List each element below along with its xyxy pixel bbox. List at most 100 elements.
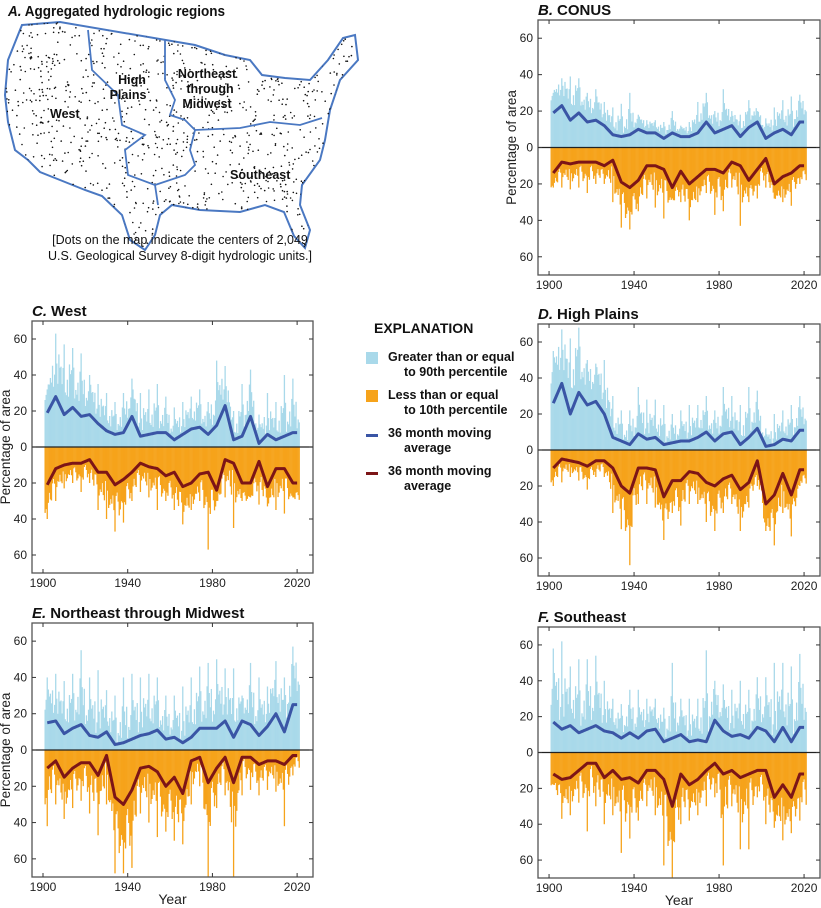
- lower-moving-average-line: [46, 753, 298, 806]
- upper-moving-average-line: [552, 718, 805, 744]
- panel-title-text: West: [51, 303, 87, 320]
- x-tick-label: 1900: [536, 579, 563, 593]
- x-tick-label: 2020: [791, 579, 818, 593]
- x-axis-label: Year: [665, 892, 694, 908]
- panel-letter: E.: [32, 605, 46, 622]
- chart-panel-e: E. Northeast through Midwest: [31, 605, 314, 878]
- panel-title-text: Southeast: [554, 609, 627, 626]
- legend-item-upper-bars: Greater than or equal to 90th percentile: [366, 350, 526, 380]
- region-label: through: [186, 82, 233, 96]
- y-axis-label: Percentage of area: [0, 692, 13, 807]
- region-label: High: [118, 73, 146, 87]
- orange-swatch-icon: [366, 390, 378, 402]
- y-tick-label: 20: [520, 710, 534, 724]
- region-label: Midwest: [182, 97, 232, 111]
- x-tick-label: 1900: [30, 880, 57, 894]
- upper-moving-average-line: [551, 381, 805, 448]
- panel-title-text: CONUS: [557, 2, 611, 19]
- legend-label: to 90th percentile: [404, 365, 508, 379]
- explanation-legend: EXPLANATION Greater than or equal to 90t…: [366, 320, 526, 502]
- region-label: Southeast: [230, 168, 291, 182]
- x-tick-label: 1980: [706, 278, 733, 292]
- y-tick-label: 60: [520, 853, 534, 867]
- x-tick-label: 1940: [621, 881, 648, 895]
- lower-bars: [550, 147, 807, 230]
- x-axis-label: Year: [158, 891, 187, 907]
- y-tick-label: 20: [14, 707, 28, 721]
- lower-bars: [550, 450, 807, 566]
- legend-item-lower-bars: Less than or equal to 10th percentile: [366, 388, 526, 418]
- blue-line-icon: [366, 434, 378, 437]
- x-tick-label: 1900: [536, 278, 563, 292]
- chart-panel-b: B. CONUS: [537, 2, 821, 276]
- lower-moving-average-line: [552, 457, 805, 506]
- x-tick-label: 2020: [284, 880, 311, 894]
- y-tick-label: 40: [520, 68, 534, 82]
- x-tick-label: 1980: [199, 576, 226, 590]
- x-tick-label: 1940: [114, 880, 141, 894]
- y-tick-label: 0: [20, 743, 27, 757]
- y-tick-label: 60: [520, 551, 534, 565]
- x-tick-label: 1900: [30, 576, 57, 590]
- upper-bars: [550, 641, 807, 753]
- light-blue-swatch-icon: [366, 352, 378, 364]
- legend-item-lower-ma: 36 month moving average: [366, 464, 526, 494]
- region-label: Northeast: [178, 67, 237, 81]
- y-tick-label: 20: [14, 476, 28, 490]
- region-boundary: [164, 40, 196, 131]
- y-tick-label: 0: [526, 141, 533, 155]
- legend-label: average: [404, 479, 452, 493]
- lower-moving-average-line: [552, 761, 805, 808]
- legend-label: Greater than or equal: [388, 350, 515, 364]
- panel-letter: C.: [32, 303, 47, 320]
- panel-a-title-text: Aggregated hydrologic regions: [24, 3, 226, 20]
- chart-panel-d: D. High Plains: [537, 306, 821, 577]
- x-tick-label: 1940: [114, 576, 141, 590]
- y-tick-label: 40: [520, 817, 534, 831]
- upper-bars: [550, 327, 807, 450]
- y-tick-label: 40: [14, 670, 28, 684]
- upper-bars: [44, 333, 300, 447]
- y-tick-label: 20: [520, 407, 534, 421]
- x-tick-label: 1900: [536, 881, 563, 895]
- y-tick-label: 60: [520, 335, 534, 349]
- caption-line-2: U.S. Geological Survey 8-digit hydrologi…: [47, 249, 312, 263]
- region-boundary: [87, 29, 159, 206]
- y-tick-label: 0: [526, 443, 533, 457]
- panel-a-letter: A.: [8, 3, 22, 20]
- y-axis-label: Percentage of area: [504, 90, 519, 205]
- panel-letter: D.: [538, 306, 553, 323]
- y-tick-label: 20: [520, 781, 534, 795]
- region-boundary: [154, 129, 197, 186]
- x-tick-label: 1940: [621, 579, 648, 593]
- legend-title: EXPLANATION: [374, 320, 474, 336]
- x-tick-label: 1980: [199, 880, 226, 894]
- caption-line-1: [Dots on the map indicate the centers of…: [52, 233, 308, 247]
- x-tick-label: 2020: [791, 278, 818, 292]
- y-tick-label: 40: [520, 371, 534, 385]
- panel-title: E. Northeast through Midwest: [32, 605, 244, 622]
- map-caption: [Dots on the map indicate the centers of…: [0, 232, 360, 264]
- y-tick-label: 60: [520, 638, 534, 652]
- y-tick-label: 20: [14, 779, 28, 793]
- us-outline: [3, 20, 360, 252]
- y-tick-label: 40: [14, 512, 28, 526]
- y-tick-label: 20: [520, 479, 534, 493]
- us-region-map: [3, 20, 360, 252]
- panel-title-text: Northeast through Midwest: [50, 605, 244, 622]
- y-tick-label: 60: [14, 548, 28, 562]
- legend-item-upper-ma: 36 month moving average: [366, 426, 526, 456]
- y-tick-label: 60: [14, 634, 28, 648]
- y-tick-label: 0: [20, 440, 27, 454]
- y-tick-label: 60: [14, 852, 28, 866]
- panel-letter: B.: [538, 2, 553, 19]
- panel-title: C. West: [32, 303, 87, 320]
- x-tick-label: 1980: [706, 881, 733, 895]
- legend-label: to 10th percentile: [404, 403, 508, 417]
- red-line-icon: [366, 472, 378, 475]
- lower-bars: [550, 752, 807, 878]
- y-tick-label: 40: [520, 213, 534, 227]
- region-label: West: [50, 107, 80, 121]
- panel-title: F. Southeast: [538, 609, 626, 626]
